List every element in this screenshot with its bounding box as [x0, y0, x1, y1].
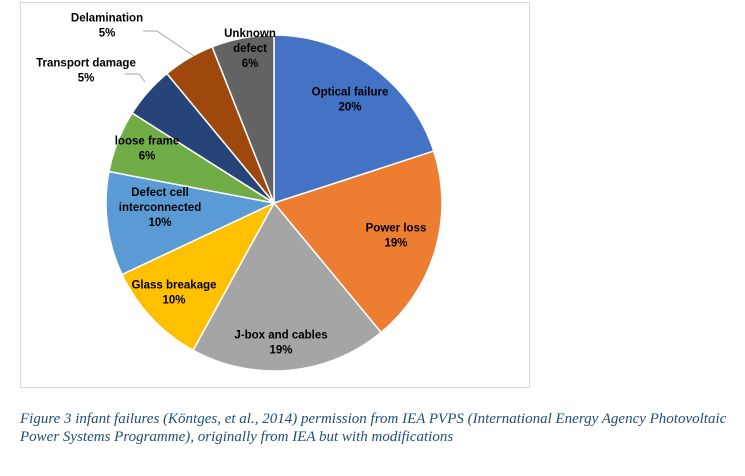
data-label-j-box-and-cables: J-box and cables 19% — [234, 330, 327, 357]
data-label-unknown-defect: Unknown defect 6% — [224, 28, 276, 70]
data-label-loose-frame: loose frame 6% — [115, 136, 180, 163]
pie-chart: Optical failure 20% Power loss 19% J-box and… — [36, 13, 443, 372]
data-label-optical-failure: Optical failure 20% — [312, 87, 389, 114]
chart-frame: Optical failure 20% Power loss 19% J-box and… — [20, 2, 530, 388]
pie-slice-glass-breakage — [120, 201, 276, 352]
data-label-delamination: Delamination 5% — [71, 13, 143, 40]
leader-line — [125, 73, 146, 83]
pie-slice-power-loss — [272, 150, 443, 334]
pie-slice-unknown-defect — [211, 34, 275, 204]
pie-slice-defect-cell-interconnected — [105, 170, 277, 276]
leader-line — [143, 30, 195, 57]
data-label-glass-breakage: Glass breakage 10% — [131, 280, 216, 307]
data-label-transport-damage: Transport damage 5% — [36, 58, 136, 85]
data-label-defect-cell-interconnected: Defect cell interconnected 10% — [119, 187, 201, 229]
figure-caption: Figure 3 infant failures (Köntges, et al… — [20, 411, 727, 445]
pie-slice-optical-failure — [273, 34, 435, 205]
data-label-power-loss: Power loss 19% — [366, 223, 427, 250]
pie-slice-j-box-and-cables — [192, 201, 383, 372]
